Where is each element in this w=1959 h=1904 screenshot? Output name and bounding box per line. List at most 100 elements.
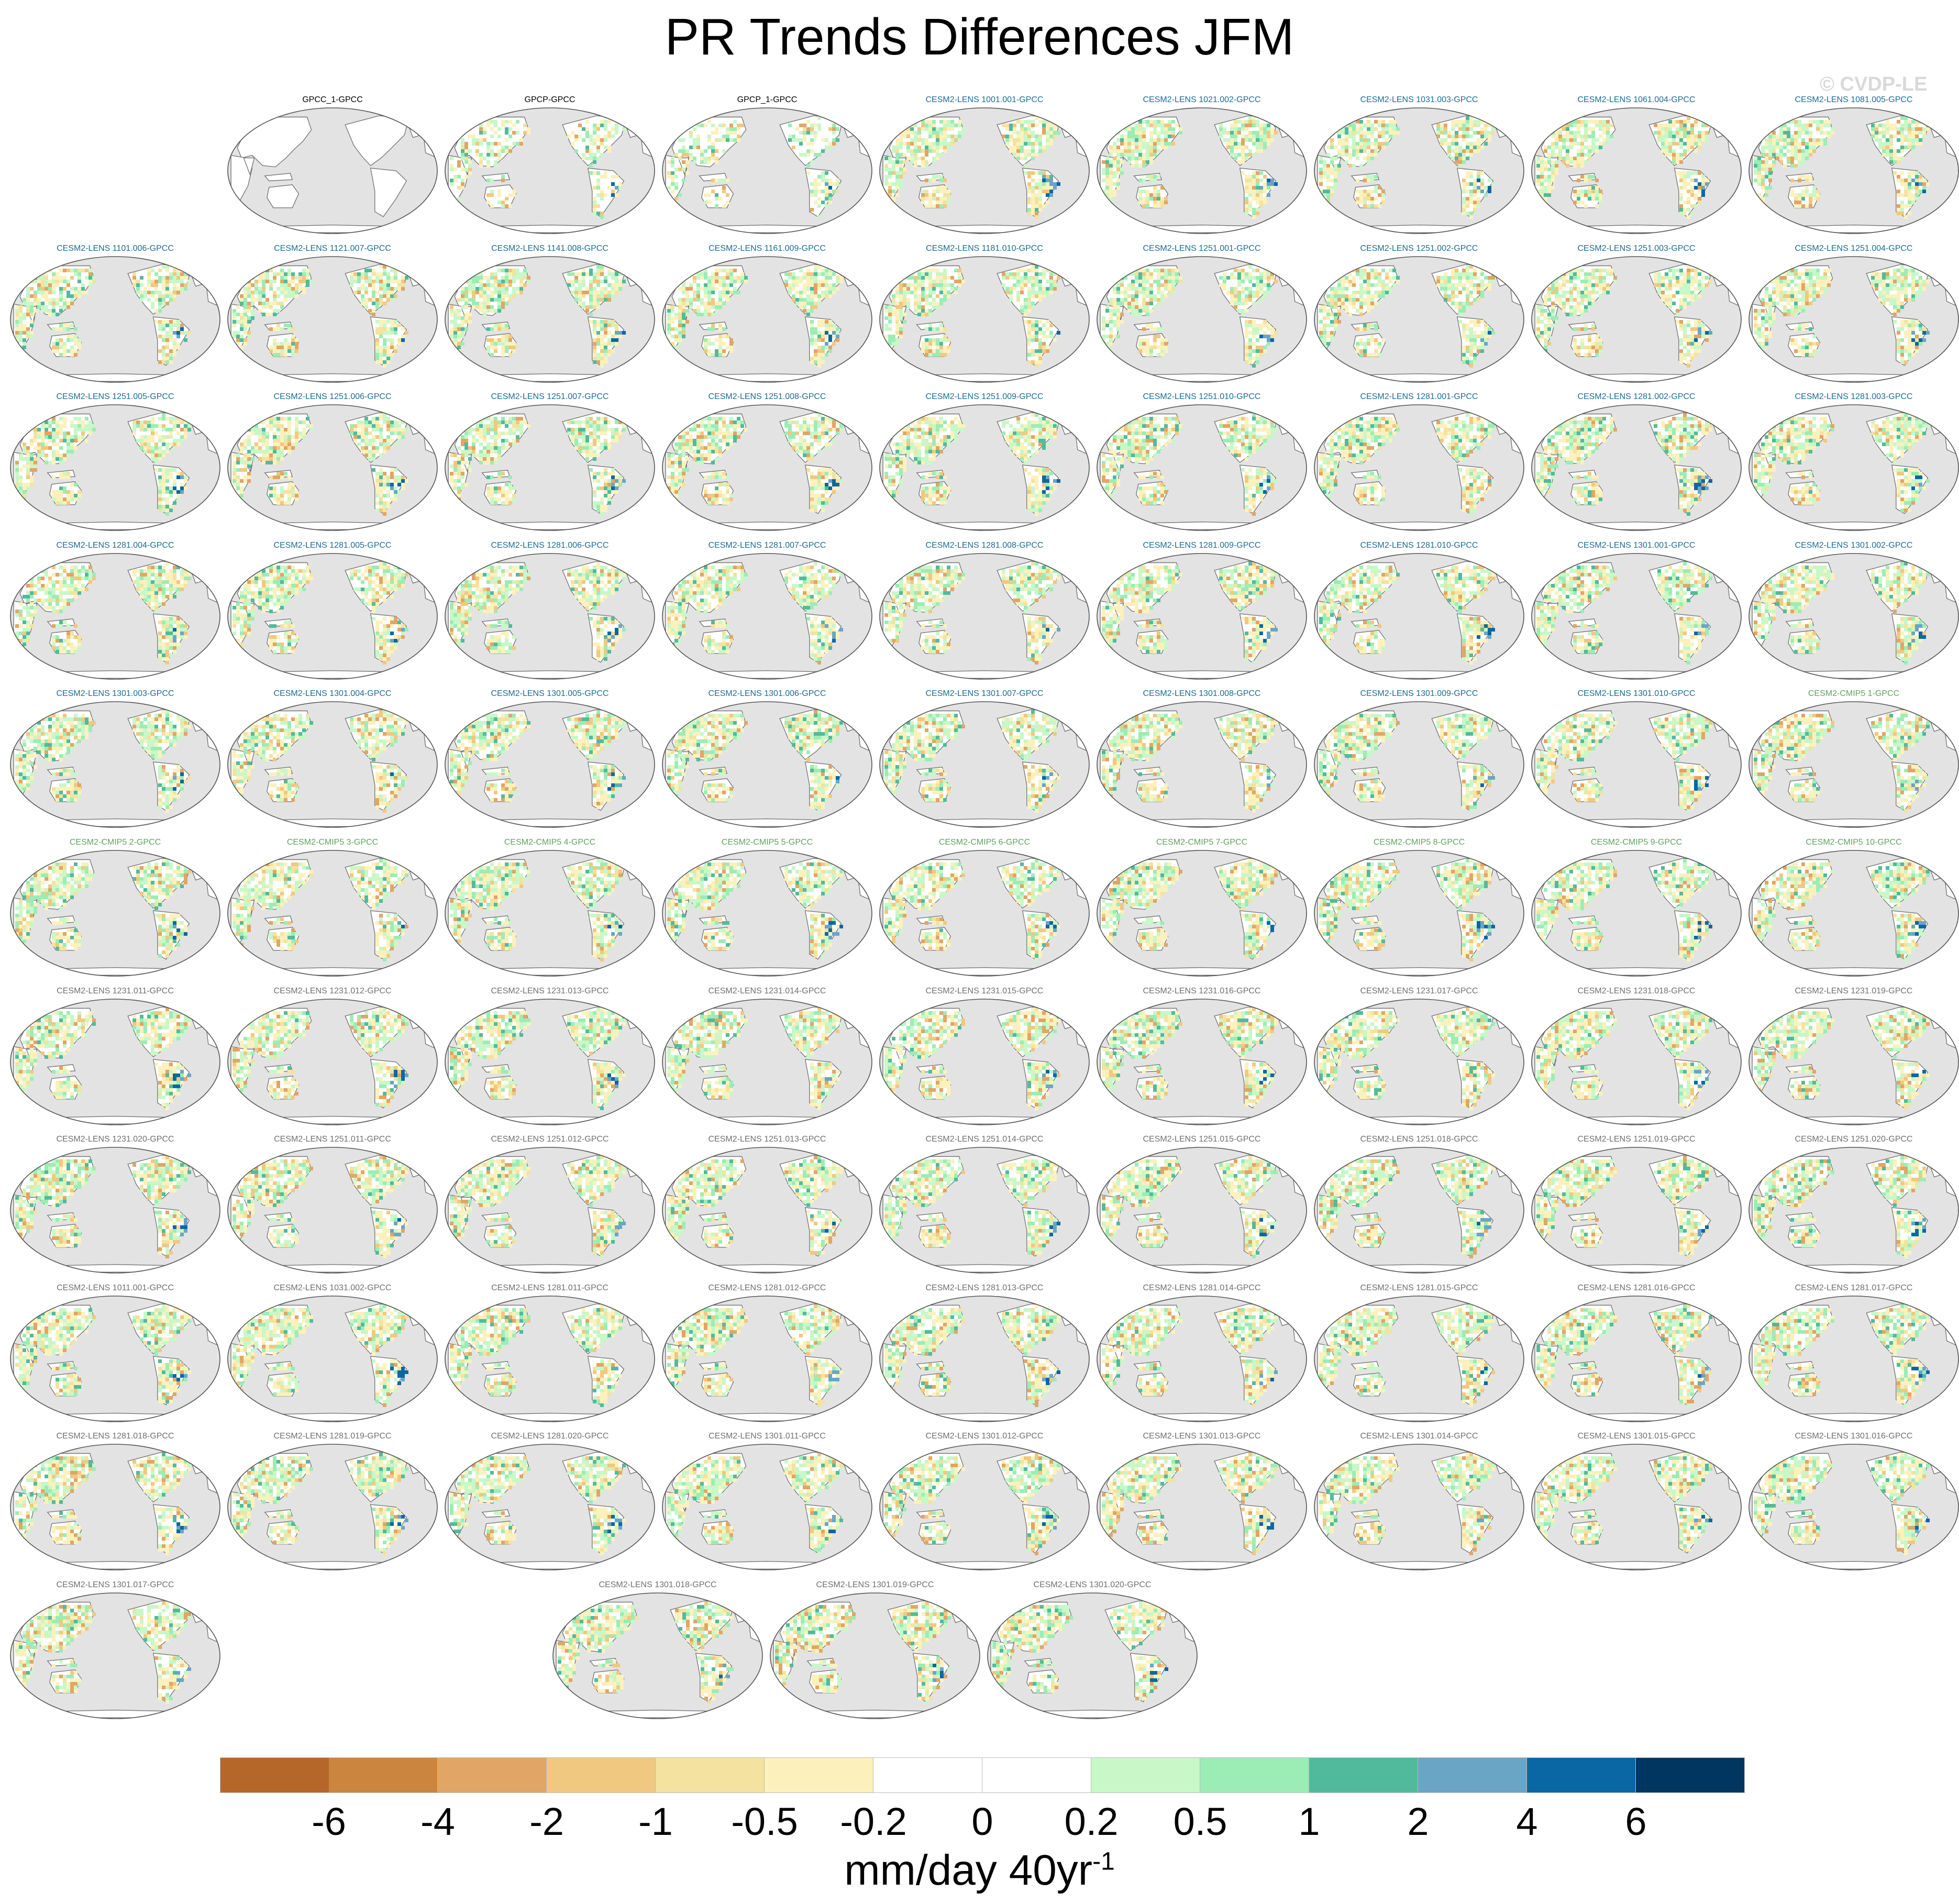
trend-cell [696,290,700,294]
trend-cell [295,275,298,280]
trend-cell [1584,138,1588,142]
trend-cell [486,305,490,309]
trend-cell [821,356,825,360]
trend-cell [1157,142,1160,146]
trend-cell [516,268,519,272]
trend-cell [501,283,505,287]
trend-cell [375,272,379,276]
trend-cell [607,283,611,287]
trend-cell [825,268,828,272]
trend-cell [265,275,269,280]
trend-cell [176,286,180,291]
trend-cell [1477,146,1480,149]
trend-cell [1248,179,1252,182]
trend-cell [903,286,906,291]
trend-cell [1248,135,1252,138]
trend-cell [1385,142,1389,146]
trend-cell [939,338,943,342]
trend-cell [1263,272,1267,276]
trend-cell [1234,120,1237,124]
trend-cell [1237,160,1241,164]
trend-cell [1027,349,1031,353]
trend-cell [1367,160,1370,164]
trend-cell [1908,127,1911,131]
trend-cell [1687,182,1690,186]
trend-cell [1466,142,1469,146]
trend-cell [932,279,936,283]
trend-cell [176,334,180,338]
trend-cell [1436,275,1440,280]
trend-cell [943,186,947,190]
trend-cell [1919,138,1922,142]
trend-cell [151,294,154,298]
trend-cell [914,308,917,313]
trend-cell [1348,279,1352,283]
trend-cell [611,190,615,193]
trend-cell [501,179,505,182]
trend-cell [1245,190,1248,193]
trend-cell [1245,349,1248,353]
trend-cell [1020,138,1024,142]
trend-cell [884,197,888,201]
trend-cell [45,279,48,283]
trend-cell [925,164,928,168]
trend-cell [1588,190,1591,193]
trend-cell [828,201,832,204]
trend-cell [1035,330,1038,335]
trend-cell [165,334,169,338]
trend-cell [1794,153,1798,157]
trend-cell [1142,305,1146,309]
trend-cell [457,175,461,179]
trend-cell [383,264,386,269]
trend-cell [1267,142,1270,146]
trend-cell [704,305,707,309]
trend-cell [63,301,67,305]
trend-cell [1002,124,1005,127]
trend-cell [1889,149,1893,153]
trend-cell [490,275,494,280]
trend-cell [383,290,386,294]
trend-cell [925,272,928,276]
trend-cell [593,212,596,215]
trend-cell [30,334,34,338]
trend-cell [892,160,895,164]
trend-cell [600,124,604,127]
land-antarctica [1106,373,1298,382]
trend-cell [1237,146,1241,149]
trend-cell [943,201,947,204]
trend-cell [1252,327,1256,331]
trend-cell [41,283,45,287]
trend-cell [1694,135,1698,138]
trend-cell [1146,349,1149,353]
trend-cell [1168,286,1171,291]
trend-cell [236,341,240,346]
trend-cell [928,272,932,276]
trend-cell [1444,127,1447,131]
trend-cell [1109,190,1113,193]
trend-cell [162,334,165,338]
trend-cell [56,301,59,305]
trend-cell [1120,168,1124,171]
trend-cell [273,345,276,349]
trend-cell [1241,312,1245,316]
trend-cell [497,135,501,138]
trend-cell [1131,312,1135,316]
trend-cell [1142,153,1146,157]
trend-cell [453,312,457,316]
trend-cell [888,338,892,342]
trend-cell [464,305,468,309]
trend-cell [180,275,184,280]
trend-cell [165,283,169,287]
trend-cell [309,279,313,283]
trend-cell [685,312,689,316]
trend-cell [1665,131,1668,135]
trend-cell [1270,179,1274,182]
trend-cell [600,360,604,364]
trend-cell [667,308,671,313]
trend-cell [1138,193,1142,197]
trend-cell [1259,190,1263,193]
trend-cell [1157,301,1160,305]
trend-cell [888,186,892,190]
trend-cell [910,157,914,160]
trend-cell [1105,341,1109,346]
